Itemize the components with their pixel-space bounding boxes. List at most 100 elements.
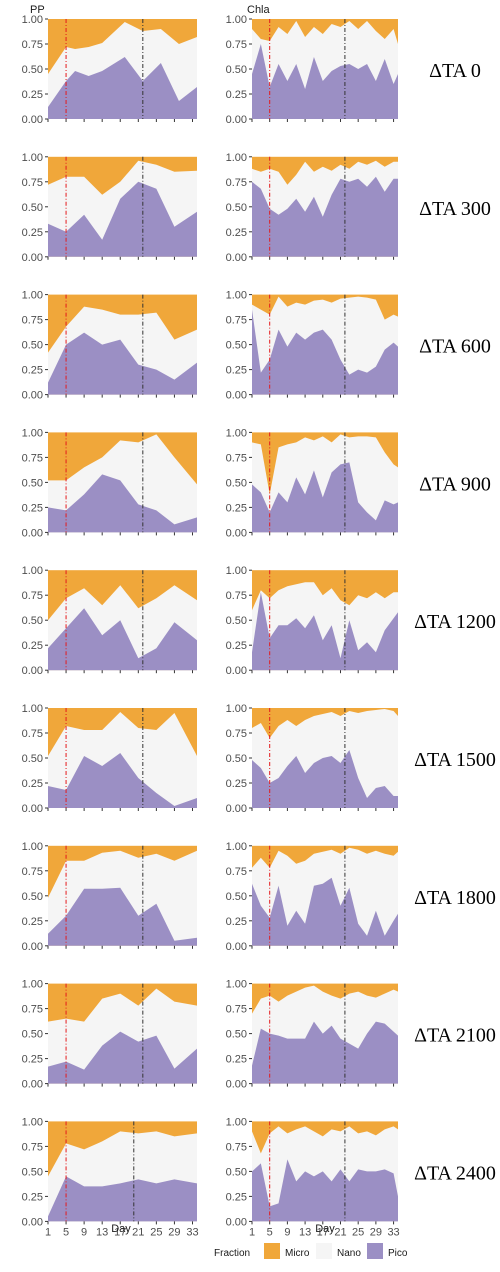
row7-pp-ytick-label: 0.50 <box>22 891 43 903</box>
row8-pp-pico-area <box>48 1031 197 1084</box>
row9-chla-xtick-label: 17 <box>317 1226 329 1238</box>
row9-pp-ytick-label: 1.00 <box>22 1116 43 1128</box>
row5-pp-ytick-label: 0.00 <box>22 665 43 677</box>
row7-pp-ytick-label: 0.00 <box>22 941 43 953</box>
row3-chla-ytick-label: 0.50 <box>226 340 247 352</box>
row4-chla-ytick-label: 0.25 <box>226 502 247 514</box>
row9-chla-pico-area <box>252 1159 398 1222</box>
row9-chla-ytick-label: 0.00 <box>226 1216 247 1228</box>
row3-pp-ytick-label: 0.25 <box>22 365 43 377</box>
row1-chla-ytick-label: 0.75 <box>226 39 247 51</box>
row2-pp-ytick-label: 0.00 <box>22 252 43 264</box>
row9-pp-xtick-label: 9 <box>81 1226 87 1238</box>
row5-pp-ytick-label: 0.50 <box>22 615 43 627</box>
row9-chla-xtick-label: 21 <box>334 1226 346 1238</box>
legend: Fraction Micro Nano Pico <box>214 1243 408 1259</box>
row6-pp-ytick-label: 0.25 <box>22 778 43 790</box>
row3-chla-ytick-label: 0.75 <box>226 315 247 327</box>
row2-pp-pico-area <box>48 181 197 257</box>
row6-chla-pico-area <box>252 750 398 808</box>
row7-chla-ytick-label: 0.75 <box>226 866 247 878</box>
row4-pp-ytick-label: 1.00 <box>22 427 43 439</box>
row9-label: ΔTA 2400 <box>414 1162 496 1184</box>
legend-label-micro: Micro <box>285 1248 310 1259</box>
row1-pp-ytick-label: 0.50 <box>22 64 43 76</box>
row5-label: ΔTA 1200 <box>414 611 496 633</box>
row9-chla-ytick-label: 0.75 <box>226 1141 247 1153</box>
legend-swatch-micro <box>264 1243 280 1259</box>
row4-chla-ytick-label: 0.00 <box>226 527 247 539</box>
row4-chla-ytick-label: 0.50 <box>226 477 247 489</box>
row2-chla-ytick-label: 1.00 <box>226 152 247 164</box>
row7-pp-pico-area <box>48 887 197 946</box>
row8-chla-ytick-label: 0.75 <box>226 1004 247 1016</box>
row9-pp-xtick-label: 21 <box>132 1226 144 1238</box>
row9-chla-ytick-label: 0.50 <box>226 1166 247 1178</box>
row4-pp-ytick-label: 0.50 <box>22 477 43 489</box>
row9-pp-xtick-label: 29 <box>168 1226 180 1238</box>
row4-pp-pico-area <box>48 474 197 533</box>
row5-pp-ytick-label: 0.75 <box>22 590 43 602</box>
row5-chla-ytick-label: 0.50 <box>226 615 247 627</box>
row8-label: ΔTA 2100 <box>414 1025 496 1047</box>
row5-pp-pico-area <box>48 608 197 671</box>
x-axis-title-right: Day <box>315 1223 335 1235</box>
row3-pp-ytick-label: 0.00 <box>22 390 43 402</box>
row9-chla-xtick-label: 9 <box>284 1226 290 1238</box>
row2-chla-ytick-label: 0.50 <box>226 202 247 214</box>
row9-pp-xtick-label: 25 <box>150 1226 162 1238</box>
row2-pp-ytick-label: 1.00 <box>22 152 43 164</box>
row5-chla-ytick-label: 0.00 <box>226 665 247 677</box>
row9-pp-ytick-label: 0.50 <box>22 1166 43 1178</box>
row4-pp-ytick-label: 0.75 <box>22 452 43 464</box>
row9-pp-xtick-label: 17 <box>114 1226 126 1238</box>
row1-chla-ytick-label: 0.00 <box>226 114 247 126</box>
row9-pp-xtick-label: 1 <box>45 1226 51 1238</box>
row6-chla-ytick-label: 0.75 <box>226 728 247 740</box>
row6-pp-ytick-label: 0.50 <box>22 753 43 765</box>
legend-swatch-pico <box>367 1243 383 1259</box>
row3-label: ΔTA 600 <box>419 336 491 358</box>
row7-chla-ytick-label: 0.50 <box>226 891 247 903</box>
legend-label-nano: Nano <box>337 1248 361 1259</box>
row7-chla-ytick-label: 0.25 <box>226 916 247 928</box>
row5-pp-ytick-label: 0.25 <box>22 640 43 652</box>
row2-pp-ytick-label: 0.50 <box>22 202 43 214</box>
column-title-chla: Chla <box>247 4 271 16</box>
row3-chla-ytick-label: 0.25 <box>226 365 247 377</box>
row7-pp-ytick-label: 1.00 <box>22 841 43 853</box>
legend-swatch-nano <box>316 1243 332 1259</box>
row7-label: ΔTA 1800 <box>414 887 496 909</box>
row9-pp-ytick-label: 0.00 <box>22 1216 43 1228</box>
row3-pp-pico-area <box>48 332 197 395</box>
row5-chla-ytick-label: 1.00 <box>226 565 247 577</box>
row6-chla-ytick-label: 0.50 <box>226 753 247 765</box>
row6-chla-ytick-label: 0.00 <box>226 803 247 815</box>
row8-chla-ytick-label: 0.00 <box>226 1079 247 1091</box>
row4-pp-ytick-label: 0.00 <box>22 527 43 539</box>
row2-chla-ytick-label: 0.75 <box>226 177 247 189</box>
row9-pp-xtick-label: 13 <box>96 1226 108 1238</box>
row2-chla-ytick-label: 0.25 <box>226 227 247 239</box>
row9-chla-xtick-label: 13 <box>299 1226 311 1238</box>
row1-pp-ytick-label: 0.25 <box>22 89 43 101</box>
row2-chla-pico-area <box>252 176 398 257</box>
row8-chla-ytick-label: 0.25 <box>226 1054 247 1066</box>
row9-chla-xtick-label: 33 <box>387 1226 399 1238</box>
row6-pp-ytick-label: 0.75 <box>22 728 43 740</box>
row5-chla-ytick-label: 0.75 <box>226 590 247 602</box>
row5-chla-ytick-label: 0.25 <box>226 640 247 652</box>
row9-chla-xtick-label: 25 <box>352 1226 364 1238</box>
row7-pp-ytick-label: 0.75 <box>22 866 43 878</box>
row9-chla-ytick-label: 1.00 <box>226 1116 247 1128</box>
row1-chla-pico-area <box>252 44 398 119</box>
row4-label: ΔTA 900 <box>419 473 491 495</box>
row9-pp-xtick-label: 5 <box>63 1226 69 1238</box>
row3-pp-ytick-label: 0.75 <box>22 315 43 327</box>
row1-chla-ytick-label: 0.50 <box>226 64 247 76</box>
row1-chla-ytick-label: 0.25 <box>226 89 247 101</box>
row1-pp-pico-area <box>48 57 197 119</box>
row9-chla-xtick-label: 1 <box>249 1226 255 1238</box>
